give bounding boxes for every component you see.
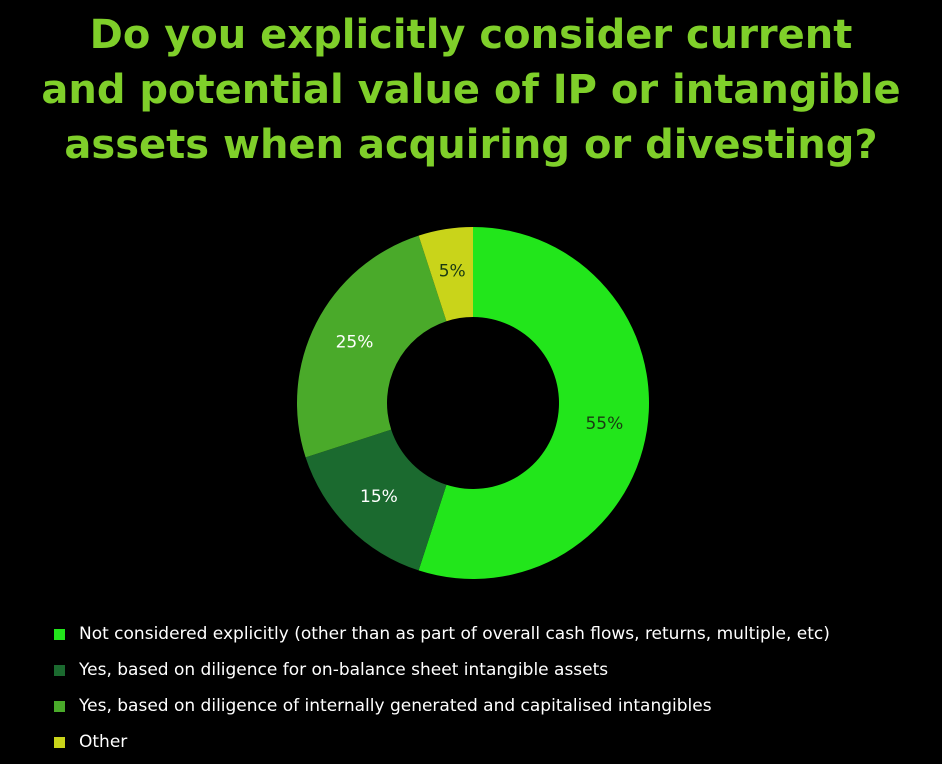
- slice-label-3: 25%: [336, 333, 374, 353]
- chart-title: Do you explicitly consider current and p…: [0, 8, 942, 173]
- legend-swatch-3: [54, 700, 65, 712]
- legend-swatch-1: [54, 628, 65, 640]
- title-line-1: Do you explicitly consider current: [89, 12, 853, 58]
- donut-slice-labels: 55% 15% 25% 5%: [336, 262, 624, 507]
- legend-label-1: Not considered explicitly (other than as…: [79, 624, 830, 644]
- legend-label-3: Yes, based on diligence of internally ge…: [79, 696, 712, 716]
- slice-label-4: 5%: [439, 262, 466, 282]
- legend-label-4: Other: [79, 732, 128, 752]
- donut-slice-1: [418, 227, 649, 579]
- legend-item-1: Not considered explicitly (other than as…: [54, 616, 830, 652]
- donut-slice-2: [305, 429, 447, 571]
- donut-slice-3: [296, 235, 447, 458]
- legend-label-2: Yes, based on diligence for on-balance s…: [79, 660, 609, 680]
- donut-slice-4: [418, 227, 473, 322]
- title-line-2: and potential value of IP or intangible: [41, 67, 901, 113]
- title-line-3: assets when acquiring or divesting?: [64, 122, 878, 168]
- legend-swatch-2: [54, 664, 65, 676]
- legend-item-4: Other: [54, 724, 830, 760]
- donut-slices: [296, 227, 649, 579]
- slice-label-1: 55%: [585, 414, 623, 434]
- chart-legend: Not considered explicitly (other than as…: [54, 616, 830, 760]
- legend-item-3: Yes, based on diligence of internally ge…: [54, 688, 830, 724]
- legend-swatch-4: [54, 736, 65, 748]
- legend-item-2: Yes, based on diligence for on-balance s…: [54, 652, 830, 688]
- slice-label-2: 15%: [360, 487, 398, 507]
